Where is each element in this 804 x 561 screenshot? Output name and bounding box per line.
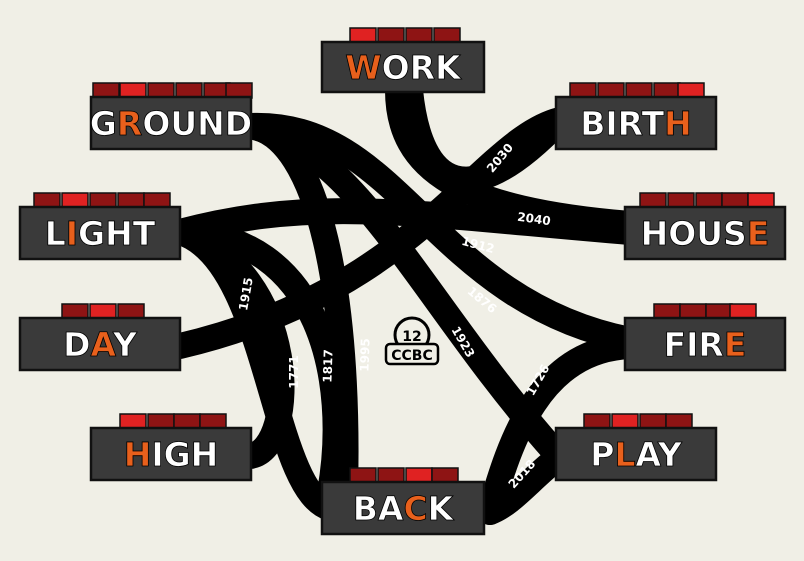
word-part: BIRT (580, 104, 664, 143)
node-word: PLAY (590, 435, 683, 474)
highlighted-letter: C (403, 489, 427, 528)
highlighted-letter: H (664, 104, 692, 143)
node-work: WORK (320, 27, 486, 94)
year-label-text: 2040 (516, 210, 551, 229)
node-box (89, 95, 253, 151)
node-box (18, 205, 182, 261)
year-label-text: 1995 (357, 338, 372, 372)
word-part: GHT (78, 214, 156, 253)
year-label: 1771 (287, 355, 301, 388)
node-word: WORK (345, 48, 462, 87)
word-part: HOUS (641, 214, 747, 253)
year-label-text: 1915 (236, 276, 256, 311)
word-part: IGH (151, 435, 218, 474)
logo-band (384, 342, 440, 366)
node-word: FIRE (664, 325, 747, 364)
highlighted-letter: A (91, 325, 117, 364)
node-box (89, 426, 253, 482)
highlighted-letter: E (747, 214, 770, 253)
node-birth: BIRTH (554, 82, 718, 151)
track-light-back (167, 219, 349, 505)
node-word: GROUND (90, 104, 252, 143)
node-house: HOUSE (623, 192, 787, 261)
node-word: LIGHT (45, 214, 156, 253)
highlighted-letter: W (345, 48, 381, 87)
track-fire-back (477, 333, 643, 525)
node-word: HIGH (124, 435, 219, 474)
connection-tracks (167, 77, 643, 525)
track-light-back-2 (167, 219, 343, 521)
word-part: P (590, 435, 614, 474)
highlighted-letter: L (614, 435, 635, 474)
node-light: LIGHT (18, 192, 182, 261)
word-part: L (45, 214, 66, 253)
word-part: AY (635, 435, 682, 474)
node-box (623, 316, 787, 372)
node-play: PLAY (554, 413, 718, 482)
node-day: DAY (18, 303, 182, 372)
year-label: 2040 (516, 210, 551, 229)
node-box (623, 205, 787, 261)
node-box (320, 40, 486, 94)
node-word: HOUSE (641, 214, 770, 253)
node-box (554, 426, 718, 482)
word-part: BA (353, 489, 404, 528)
highlighted-letter: E (724, 325, 747, 364)
year-label-text: 1817 (320, 349, 335, 383)
word-part: ORK (382, 48, 462, 87)
logo-number: 12 (402, 329, 421, 345)
year-label: 1995 (357, 338, 372, 372)
node-back: BACK (320, 467, 486, 536)
highlighted-letter: I (66, 214, 78, 253)
word-part: Y (112, 325, 138, 364)
node-word: BIRTH (580, 104, 692, 143)
word-part: FIR (664, 325, 724, 364)
word-part: D (63, 325, 90, 364)
year-label-text: 1771 (287, 355, 301, 388)
year-label: 1817 (320, 349, 335, 383)
word-part: K (428, 489, 455, 528)
node-word: DAY (63, 325, 138, 364)
word-part: OUND (142, 104, 252, 143)
highlighted-letter: H (124, 435, 152, 474)
track-play-back (477, 447, 568, 525)
node-high: HIGH (89, 413, 253, 482)
highlighted-letter: R (117, 104, 142, 143)
node-box (554, 95, 718, 151)
node-ground: GROUND (89, 82, 253, 151)
node-word: BACK (353, 489, 455, 528)
word-part: G (90, 104, 117, 143)
ccbc-logo: 12 CCBC (384, 316, 440, 366)
logo-text: CCBC (391, 348, 433, 364)
year-label: 1915 (236, 276, 256, 311)
node-box (320, 480, 486, 536)
node-box (18, 316, 182, 372)
node-fire: FIRE (623, 303, 787, 372)
